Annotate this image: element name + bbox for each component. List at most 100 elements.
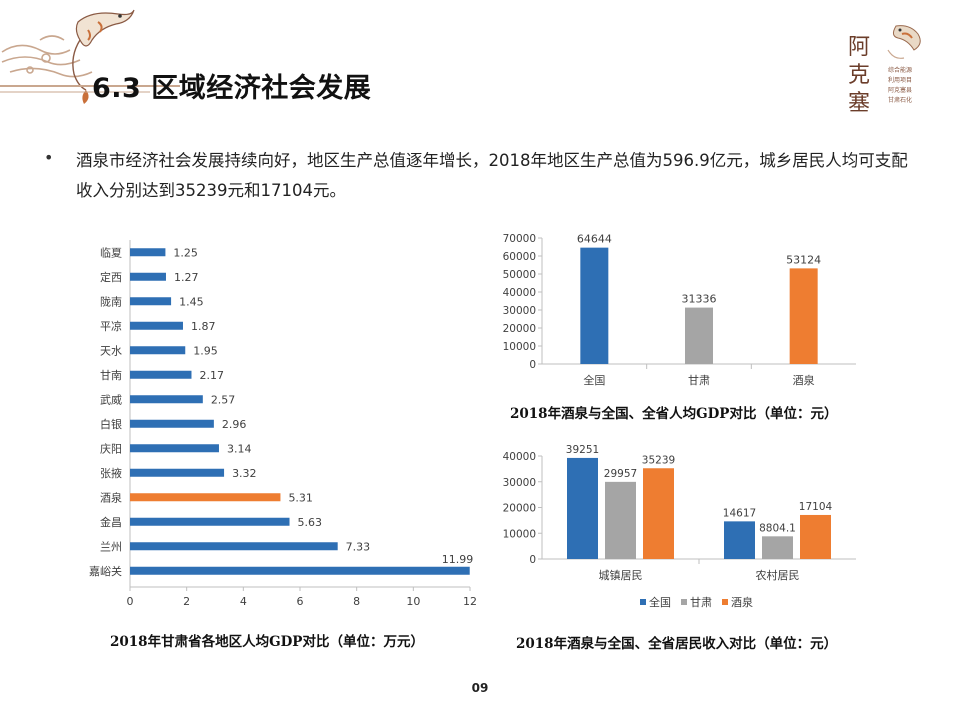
category-label: 陇南: [100, 294, 122, 308]
bar: [130, 297, 172, 306]
bar-全国: [724, 521, 755, 559]
category-label: 酒泉: [793, 373, 815, 387]
x-tick-label: 12: [463, 595, 477, 608]
legend-swatch: [722, 599, 728, 605]
y-tick-label: 50000: [503, 269, 536, 281]
y-tick-label: 30000: [503, 305, 536, 317]
gansu-chart-caption: 2018年甘肃省各地区人均GDP对比（单位：万元）: [110, 634, 424, 650]
category-label: 白银: [100, 417, 122, 431]
bar: [130, 321, 183, 330]
category-label: 定西: [100, 270, 122, 284]
category-label: 农村居民: [756, 568, 800, 582]
logo-note-4: 甘肃石化: [888, 96, 912, 104]
bar: [685, 307, 713, 364]
category-label: 武威: [100, 393, 122, 406]
data-label: 3.32: [232, 467, 256, 480]
header-rule: [0, 85, 180, 93]
category-label: 庆阳: [100, 441, 122, 455]
bar: [130, 346, 186, 355]
bar: [130, 566, 470, 575]
y-tick-label: 0: [529, 554, 536, 566]
bar: [130, 493, 281, 502]
data-label: 1.95: [193, 344, 218, 357]
category-label: 甘南: [100, 369, 122, 382]
data-label: 31336: [682, 293, 717, 306]
y-tick-label: 70000: [503, 233, 536, 245]
bar-甘肃: [605, 481, 636, 559]
bar: [130, 468, 225, 477]
x-tick-label: 6: [297, 595, 304, 608]
data-label: 1.87: [191, 320, 216, 333]
x-tick-label: 0: [127, 595, 134, 608]
x-tick-label: 10: [406, 595, 420, 608]
data-label: 39251: [566, 444, 599, 456]
summary-text: 酒泉市经济社会发展持续向好，地区生产总值逐年增长，2018年地区生产总值为596…: [76, 151, 908, 200]
slide-title: 6.3 区域经济社会发展: [92, 73, 372, 104]
data-label: 8804.1: [759, 522, 796, 534]
data-label: 64644: [577, 233, 612, 246]
y-tick-label: 40000: [503, 287, 536, 299]
data-label: 1.27: [174, 271, 199, 284]
logo-char-2: 克: [848, 63, 870, 88]
resident-income-chart: 0 10000 20000 30000 40000 39251 29957 35239 城镇居民…: [503, 444, 856, 609]
category-label: 兰州: [100, 540, 122, 553]
data-label: 2.96: [222, 418, 247, 431]
bar-甘肃: [762, 536, 793, 559]
bar: [130, 444, 219, 453]
bar: [580, 247, 609, 364]
logo-char-1: 阿: [848, 35, 870, 60]
header-ornament: [0, 9, 180, 104]
logo-emblem-icon: 阿 克 塞 综合能源 利用项目 阿克塞县 甘肃石化: [848, 25, 921, 116]
category-label: 临夏: [100, 245, 122, 259]
page-number: 09: [471, 681, 489, 695]
bar: [130, 370, 192, 379]
data-label: 29957: [604, 468, 637, 480]
logo-note-1: 综合能源: [888, 66, 912, 74]
x-tick-label: 4: [240, 595, 247, 608]
summary-bullet: • 酒泉市经济社会发展持续向好，地区生产总值逐年增长，2018年地区生产总值为5…: [44, 146, 914, 206]
bar: [130, 395, 203, 404]
data-label: 7.33: [346, 540, 371, 553]
legend-item: 酒泉: [731, 595, 753, 609]
cloud-scroll-icon: [1, 35, 93, 78]
bar-酒泉: [643, 468, 674, 559]
data-label: 53124: [786, 253, 821, 266]
koi-fish-icon: [72, 9, 135, 104]
category-label: 天水: [100, 344, 122, 357]
data-label: 17104: [799, 501, 833, 513]
bar-酒泉: [800, 514, 831, 559]
x-tick-label: 8: [353, 595, 360, 608]
data-label: 5.31: [288, 491, 313, 504]
data-label: 1.45: [179, 295, 204, 308]
category-label: 张掖: [100, 466, 122, 480]
y-tick-label: 30000: [503, 477, 536, 489]
category-label: 甘肃: [688, 374, 710, 387]
data-label: 5.63: [298, 516, 323, 529]
category-label: 金昌: [100, 515, 122, 529]
data-label: 35239: [642, 454, 675, 466]
logo-note-2: 利用项目: [888, 76, 912, 84]
data-label: 1.25: [173, 246, 198, 259]
x-tick-label: 2: [183, 595, 190, 608]
data-label: 3.14: [227, 442, 252, 455]
legend-swatch: [681, 599, 687, 605]
y-tick-label: 0: [529, 359, 536, 371]
category-label: 酒泉: [100, 490, 122, 504]
y-tick-label: 10000: [503, 528, 536, 540]
bar: [789, 268, 818, 364]
bar: [130, 248, 166, 257]
bar: [130, 542, 338, 551]
category-label: 平凉: [100, 319, 122, 333]
logo-char-3: 塞: [848, 91, 870, 116]
bullet-dot-icon: •: [44, 148, 54, 167]
y-tick-label: 20000: [503, 503, 536, 515]
y-tick-label: 40000: [503, 451, 536, 463]
bar-全国: [567, 457, 598, 559]
brand-logo: 阿 克 塞 综合能源 利用项目 阿克塞县 甘肃石化: [838, 20, 930, 124]
y-tick-label: 10000: [503, 341, 536, 353]
bar: [130, 517, 290, 526]
y-tick-label: 60000: [503, 251, 536, 263]
data-label: 14617: [723, 507, 756, 519]
category-label: 城镇居民: [599, 568, 643, 582]
category-label: 全国: [583, 373, 605, 387]
